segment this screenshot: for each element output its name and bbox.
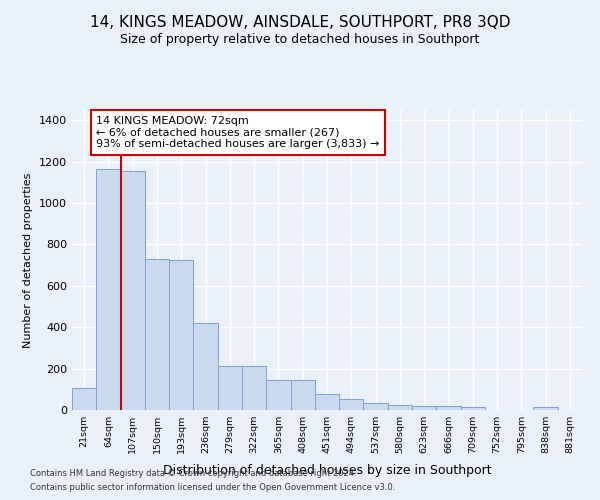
Bar	[145, 260, 169, 410]
Bar	[290, 380, 315, 410]
Bar	[218, 366, 242, 410]
Bar	[169, 260, 193, 410]
Y-axis label: Number of detached properties: Number of detached properties	[23, 172, 34, 348]
Bar	[96, 169, 121, 410]
Text: 14 KINGS MEADOW: 72sqm
← 6% of detached houses are smaller (267)
93% of semi-det: 14 KINGS MEADOW: 72sqm ← 6% of detached …	[96, 116, 380, 149]
Bar	[339, 398, 364, 410]
Text: Contains public sector information licensed under the Open Government Licence v3: Contains public sector information licen…	[30, 484, 395, 492]
Bar	[242, 366, 266, 410]
X-axis label: Distribution of detached houses by size in Southport: Distribution of detached houses by size …	[163, 464, 491, 477]
Bar	[364, 403, 388, 410]
Bar	[121, 171, 145, 410]
Bar	[461, 407, 485, 410]
Bar	[388, 406, 412, 410]
Bar	[315, 394, 339, 410]
Bar	[72, 388, 96, 410]
Bar	[266, 380, 290, 410]
Text: 14, KINGS MEADOW, AINSDALE, SOUTHPORT, PR8 3QD: 14, KINGS MEADOW, AINSDALE, SOUTHPORT, P…	[90, 15, 510, 30]
Bar	[412, 406, 436, 410]
Text: Size of property relative to detached houses in Southport: Size of property relative to detached ho…	[121, 32, 479, 46]
Bar	[533, 407, 558, 410]
Text: Contains HM Land Registry data © Crown copyright and database right 2024.: Contains HM Land Registry data © Crown c…	[30, 468, 356, 477]
Bar	[193, 323, 218, 410]
Bar	[436, 406, 461, 410]
